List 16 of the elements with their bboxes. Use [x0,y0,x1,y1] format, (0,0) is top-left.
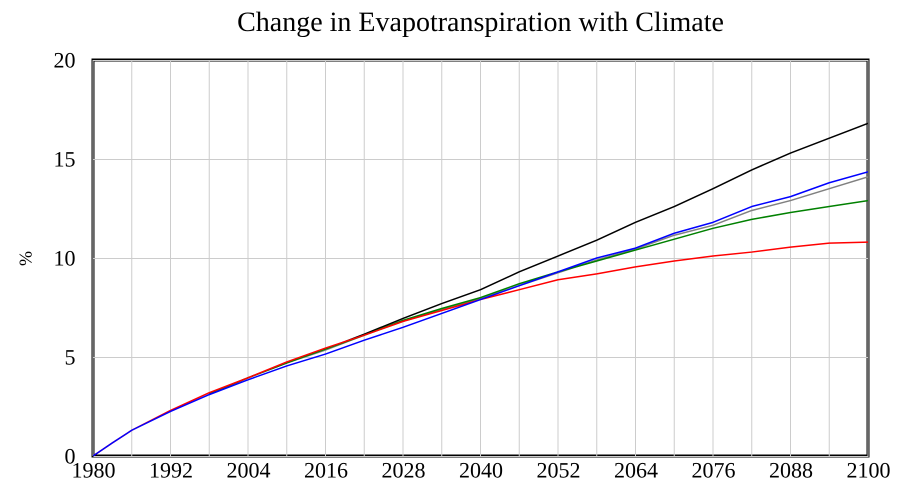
x-tick-label: 1992 [149,458,193,482]
y-tick-label: 5 [64,344,76,370]
x-tick-label: 2076 [692,458,736,482]
x-tick-label: 2052 [536,458,580,482]
x-tick-label: 2040 [459,458,503,482]
chart-title: Change in Evapotranspiration with Climate [237,7,724,38]
y-tick-label: 20 [54,48,76,72]
x-tick-label: 2088 [769,458,813,482]
x-tick-label: 2004 [226,458,270,482]
x-tick-label: 2016 [304,458,348,482]
y-tick-label: 10 [54,246,76,270]
x-tick-label: 2064 [614,458,658,482]
y-axis-title: % [16,251,36,266]
x-tick-label: 2028 [382,458,426,482]
x-tick-label: 2100 [846,458,890,482]
y-tick-label: 15 [54,146,76,172]
